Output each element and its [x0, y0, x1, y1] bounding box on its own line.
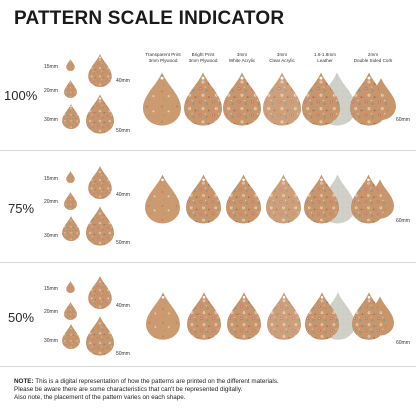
size-label-60mm: 60mm [396, 340, 410, 346]
row-divider [0, 262, 416, 263]
sample-leather [304, 174, 339, 224]
size-label-20mm: 20mm [44, 88, 58, 94]
column-header-bright-print: Bright Print 3mm Plywood [188, 52, 218, 63]
column-header-white-acrylic: 3mm White Acrylic [228, 52, 256, 63]
column-header-double-sided-cork: 2mm Double Sided Cork [353, 52, 393, 63]
teardrop-50mm [86, 316, 114, 356]
size-label-15mm: 15mm [44, 176, 58, 182]
scale-label-75: 75% [8, 201, 35, 216]
sample-leather [305, 292, 339, 340]
sample-white-acrylic [226, 174, 261, 224]
teardrop-50mm [86, 94, 114, 134]
size-label-50mm: 50mm [116, 351, 130, 357]
size-label-15mm: 15mm [44, 286, 58, 292]
size-label-50mm: 50mm [116, 240, 130, 246]
size-label-30mm: 30mm [44, 233, 58, 239]
column-header-transparent-print: Transparent Print 3mm Plywood [145, 52, 181, 63]
teardrop-50mm [86, 206, 114, 246]
teardrop-40mm [88, 276, 112, 309]
size-label-40mm: 40mm [116, 78, 130, 84]
teardrop-40mm [88, 166, 112, 199]
row-divider [0, 366, 416, 367]
note-prefix: NOTE: [14, 378, 34, 385]
note-line-3: Also note, the placement of the pattern … [14, 394, 186, 401]
teardrop-20mm [64, 302, 77, 320]
column-header-leather: 1.6-1.8mm Leather [314, 52, 336, 63]
teardrop-30mm [62, 324, 80, 349]
size-label-60mm: 60mm [396, 218, 410, 224]
teardrop-30mm [62, 216, 80, 241]
row-divider [0, 150, 416, 151]
scale-label-50: 50% [8, 310, 35, 325]
sample-clear-acrylic [263, 72, 301, 126]
teardrop-15mm [66, 281, 75, 293]
column-header-clear-acrylic: 3mm Clear Acrylic [269, 52, 295, 63]
note-line-2: Please be aware there are some character… [14, 386, 243, 393]
sample-bright-print [184, 72, 222, 126]
teardrop-40mm [88, 54, 112, 87]
sample-bright-print [186, 174, 221, 224]
note-line-1: This is a digital representation of how … [33, 378, 279, 385]
size-label-20mm: 20mm [44, 309, 58, 315]
sample-leather [302, 72, 340, 126]
sample-bright-print [187, 292, 221, 340]
teardrop-20mm [64, 192, 77, 210]
size-label-20mm: 20mm [44, 199, 58, 205]
size-label-40mm: 40mm [116, 192, 130, 198]
sample-white-acrylic [223, 72, 261, 126]
size-label-40mm: 40mm [116, 303, 130, 309]
sample-clear-acrylic [266, 174, 301, 224]
scale-label-100: 100% [4, 88, 38, 103]
sample-double-sided-cork [350, 72, 388, 126]
size-label-30mm: 30mm [44, 338, 58, 344]
sample-transparent-print [145, 174, 180, 224]
teardrop-20mm [64, 80, 77, 98]
teardrop-15mm [66, 171, 75, 183]
footer-note: NOTE: This is a digital representation o… [14, 378, 406, 402]
sample-white-acrylic [227, 292, 261, 340]
size-label-15mm: 15mm [44, 64, 58, 70]
teardrop-30mm [62, 104, 80, 129]
sample-clear-acrylic [267, 292, 301, 340]
sample-double-sided-cork [351, 174, 386, 224]
size-label-30mm: 30mm [44, 117, 58, 123]
sample-transparent-print [143, 72, 181, 126]
sample-transparent-print [146, 292, 180, 340]
size-label-50mm: 50mm [116, 128, 130, 134]
page-title: PATTERN SCALE INDICATOR [14, 8, 285, 29]
size-label-60mm: 60mm [396, 117, 410, 123]
sample-double-sided-cork [352, 292, 386, 340]
teardrop-15mm [66, 59, 75, 71]
